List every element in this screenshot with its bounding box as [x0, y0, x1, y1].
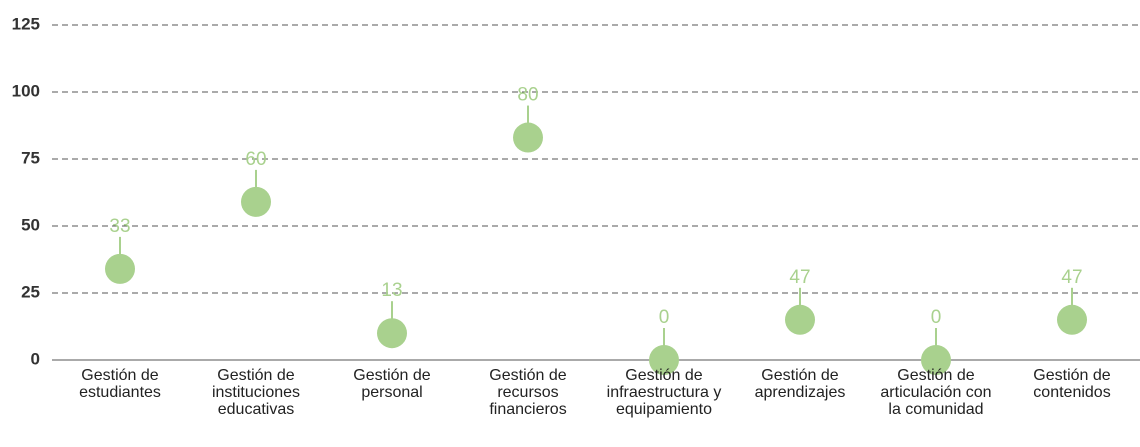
x-tick-label: Gestión de articulación con la comunidad — [880, 367, 992, 418]
data-label: 47 — [789, 267, 810, 288]
data-label: 80 — [517, 85, 538, 106]
data-label: 0 — [659, 307, 670, 328]
dot — [1057, 304, 1087, 335]
y-tick-label: 25 — [21, 282, 40, 301]
data-label: 33 — [109, 216, 130, 237]
x-tick-label: Gestión de estudiantes — [79, 367, 161, 401]
y-tick-label: 0 — [31, 349, 40, 368]
x-tick-label: Gestión de recursos financieros — [489, 367, 567, 418]
y-tick-label: 50 — [21, 215, 40, 234]
dot — [649, 345, 679, 375]
dot — [785, 304, 815, 335]
dot — [105, 253, 135, 284]
x-tick-label: Gestión de instituciones educativas — [211, 367, 301, 418]
data-label: 60 — [245, 149, 266, 170]
y-tick-label: 75 — [21, 148, 40, 167]
y-tick-label: 100 — [12, 81, 40, 100]
dot — [377, 318, 407, 349]
x-tick-label: Gestión de contenidos — [1033, 367, 1111, 401]
x-tick-label: Gestión de personal — [353, 367, 431, 401]
data-label: 47 — [1061, 267, 1082, 288]
x-tick-label: Gestión de aprendizajes — [754, 367, 846, 401]
dot — [513, 122, 543, 153]
dot — [241, 186, 271, 217]
y-tick-label: 125 — [12, 14, 40, 33]
data-label: 0 — [931, 307, 942, 328]
dot — [921, 345, 951, 375]
data-label: 13 — [381, 280, 402, 301]
x-tick-label: Gestión de infraestructura y equipamient… — [606, 367, 722, 418]
